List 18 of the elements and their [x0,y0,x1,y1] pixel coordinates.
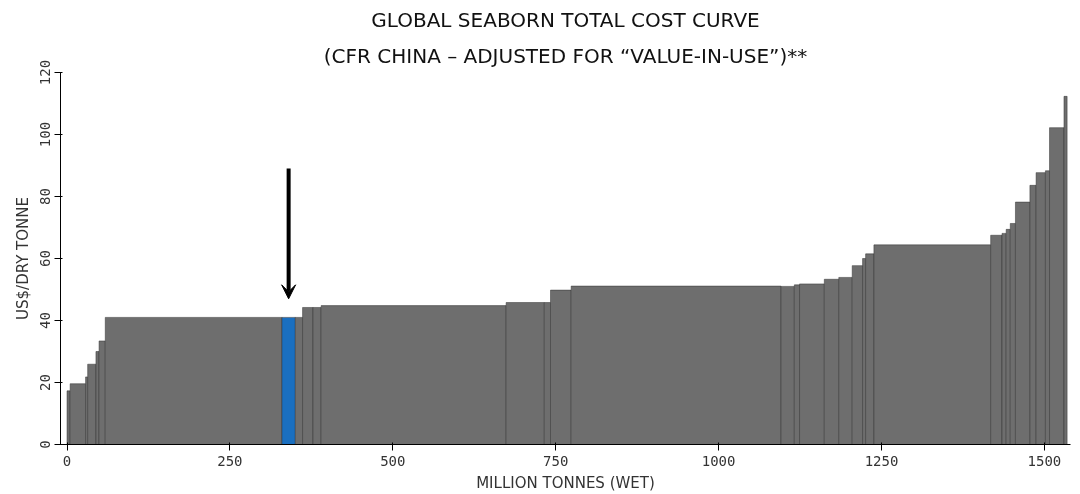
y-tick-label: 20 [36,374,53,391]
x-tick-label: 1500 [1027,452,1062,469]
x-axis-title: MILLION TONNES (WET) [476,473,655,492]
x-tick-label: 1250 [864,452,899,469]
y-tick-label: 60 [36,250,53,267]
y-axis-title: US$/DRY TONNE [13,197,32,320]
x-tick-label: 1000 [701,452,736,469]
x-tick-label: 750 [543,452,569,469]
y-tick-label: 40 [36,312,53,329]
chart-subtitle: (CFR CHINA – ADJUSTED FOR “VALUE-IN-USE”)** [323,43,808,68]
chart-title: GLOBAL SEABORN TOTAL COST CURVE [371,7,760,32]
y-tick-label: 0 [36,440,53,449]
x-tick-label: 500 [380,452,406,469]
x-tick-label: 0 [62,452,72,469]
y-tick-label: 100 [36,121,53,148]
x-tick-label: 250 [217,452,243,469]
y-tick-label: 80 [36,188,53,205]
y-tick-label: 120 [36,59,53,86]
